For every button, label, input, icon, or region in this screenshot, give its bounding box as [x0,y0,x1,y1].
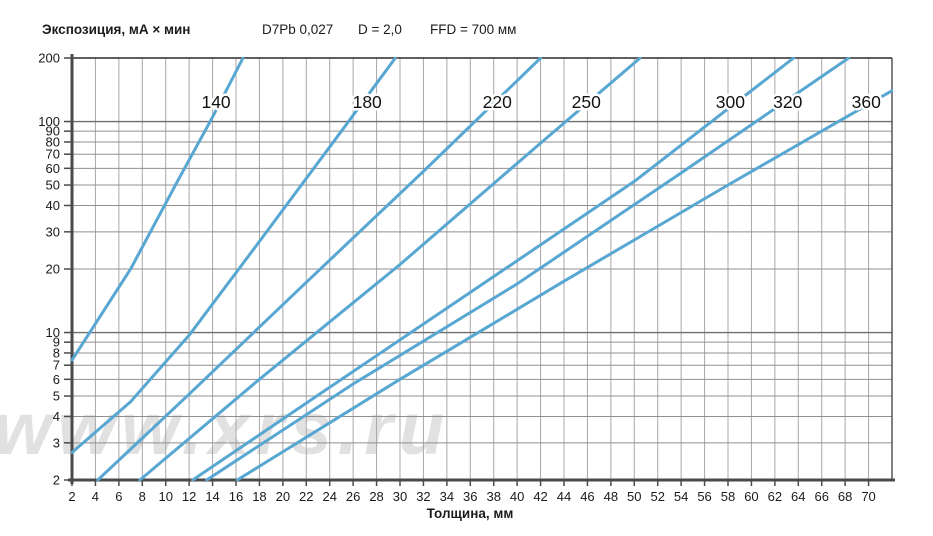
x-tick-label: 50 [627,489,641,504]
exposure-curve-320 [205,57,851,481]
density-label: D = 2,0 [358,22,402,37]
y-tick-label: 50 [46,178,60,193]
ffd-label: FFD = 700 мм [430,22,517,37]
y-tick-label: 20 [46,262,60,277]
x-tick-label: 2 [68,489,75,504]
curve-label-320: 320 [773,92,802,112]
exposure-curve-220 [96,57,543,481]
y-tick-label: 10 [46,325,60,340]
x-tick-label: 58 [721,489,735,504]
x-tick-label: 68 [838,489,852,504]
curve-label-220: 220 [483,92,512,112]
exposure-curve-250 [138,57,642,481]
x-tick-label: 6 [115,489,122,504]
exposure-curve-360 [235,89,893,481]
y-tick-label: 90 [46,124,60,139]
x-tick-label: 18 [252,489,266,504]
y-tick-label: 2 [53,473,60,488]
x-tick-label: 26 [346,489,360,504]
y-tick-label: 100 [38,114,60,129]
y-tick-label: 9 [53,335,60,350]
y-tick-label: 5 [53,389,60,404]
x-tick-label: 30 [393,489,407,504]
y-tick-label: 6 [53,372,60,387]
y-tick-label: 60 [46,161,60,176]
watermark: www.xrs.ru [0,387,451,470]
curve-label-140: 140 [201,92,230,112]
curve-label-300: 300 [716,92,745,112]
y-axis-title: Экспозиция, мА × мин [42,22,191,37]
x-tick-label: 38 [486,489,500,504]
x-tick-label: 56 [697,489,711,504]
x-axis-title: Толщина, мм [426,506,514,521]
x-tick-label: 32 [416,489,430,504]
y-tick-label: 80 [46,134,60,149]
y-tick-label: 3 [53,435,60,450]
x-tick-label: 60 [744,489,758,504]
x-tick-label: 22 [299,489,313,504]
x-tick-label: 62 [768,489,782,504]
x-tick-label: 24 [322,489,336,504]
film-screen-label: D7Pb 0,027 [262,22,334,37]
y-tick-label: 70 [46,147,60,162]
y-tick-label: 30 [46,224,60,239]
x-tick-label: 14 [205,489,219,504]
x-tick-label: 44 [557,489,571,504]
x-tick-label: 16 [229,489,243,504]
x-tick-label: 12 [182,489,196,504]
exposure-curve-300 [191,57,796,481]
exposure-curve-180 [71,57,397,454]
x-tick-label: 40 [510,489,524,504]
curve-label-180: 180 [353,92,382,112]
x-tick-label: 46 [580,489,594,504]
x-tick-label: 34 [440,489,454,504]
y-tick-label: 200 [38,51,60,66]
curve-label-250: 250 [572,92,601,112]
x-tick-label: 64 [791,489,805,504]
x-tick-label: 52 [650,489,664,504]
x-tick-label: 8 [139,489,146,504]
x-tick-label: 70 [861,489,875,504]
x-tick-label: 48 [604,489,618,504]
x-tick-label: 54 [674,489,688,504]
curve-label-360: 360 [852,92,881,112]
x-tick-label: 4 [92,489,99,504]
x-tick-label: 36 [463,489,477,504]
x-tick-label: 42 [533,489,547,504]
exposure-curve-140 [71,57,245,362]
y-tick-label: 7 [53,358,60,373]
y-tick-label: 40 [46,198,60,213]
x-tick-label: 28 [369,489,383,504]
y-tick-label: 8 [53,345,60,360]
x-tick-label: 10 [158,489,172,504]
x-tick-label: 20 [276,489,290,504]
x-tick-label: 66 [814,489,828,504]
y-tick-label: 4 [53,409,60,424]
